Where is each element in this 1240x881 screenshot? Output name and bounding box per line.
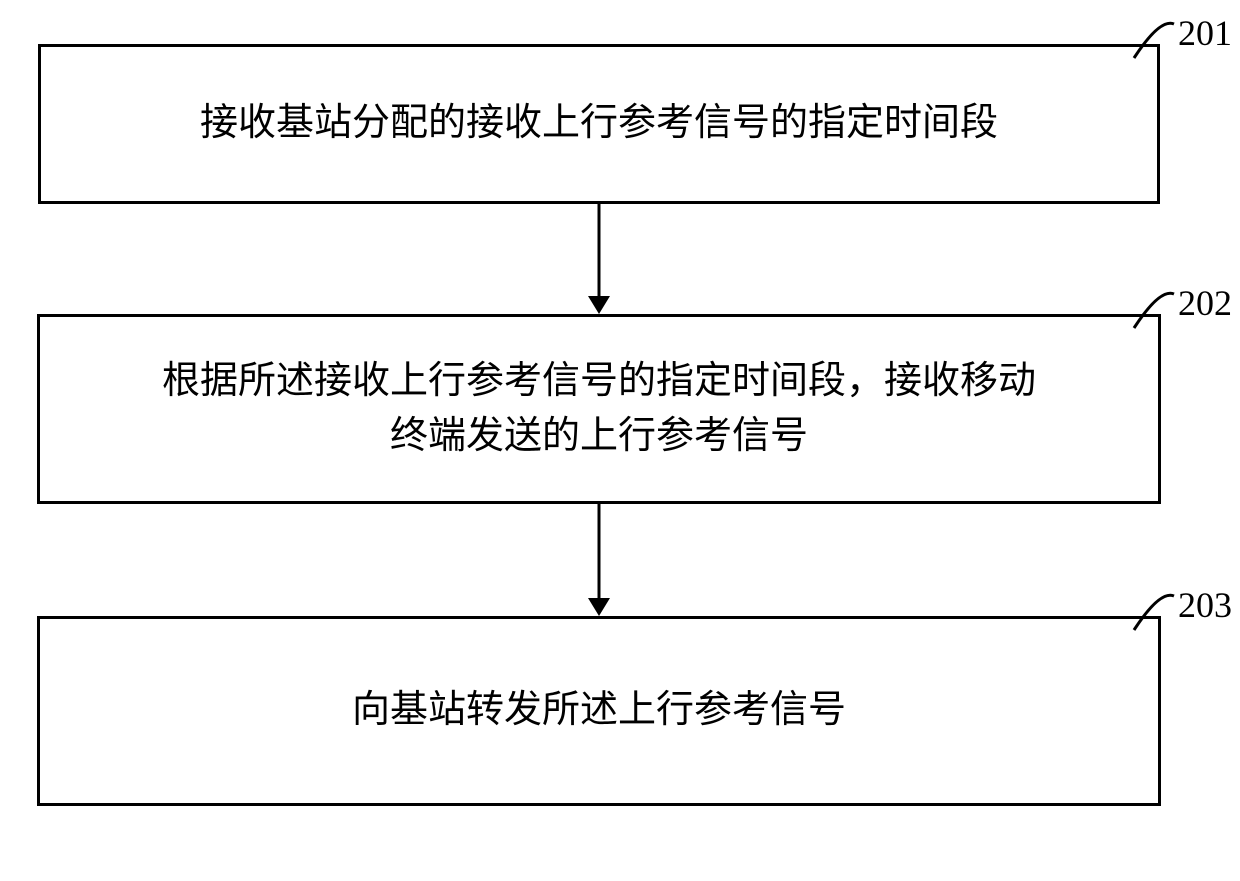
step-text-203: 向基站转发所述上行参考信号 — [352, 683, 846, 738]
step-text-202: 根据所述接收上行参考信号的指定时间段，接收移动 终端发送的上行参考信号 — [162, 354, 1036, 464]
step-label-203: 203 — [1178, 584, 1232, 626]
arrow-201-to-202 — [577, 204, 621, 314]
flowchart-canvas: 接收基站分配的接收上行参考信号的指定时间段 201 根据所述接收上行参考信号的指… — [0, 0, 1240, 881]
step-box-201: 接收基站分配的接收上行参考信号的指定时间段 — [38, 44, 1160, 204]
arrow-202-to-203 — [577, 504, 621, 616]
step-box-202: 根据所述接收上行参考信号的指定时间段，接收移动 终端发送的上行参考信号 — [37, 314, 1161, 504]
step-label-201: 201 — [1178, 12, 1232, 54]
step-text-201: 接收基站分配的接收上行参考信号的指定时间段 — [200, 96, 998, 151]
step-label-202: 202 — [1178, 282, 1232, 324]
step-box-203: 向基站转发所述上行参考信号 — [37, 616, 1161, 806]
